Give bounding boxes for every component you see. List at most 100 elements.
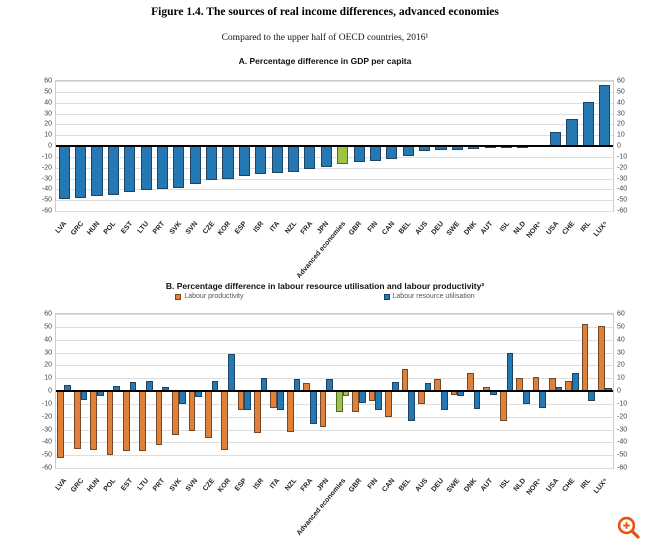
y-axis-tick-label: 30 (44, 110, 52, 117)
gridline (56, 124, 613, 126)
bar-svn-gdp-per-capita (189, 146, 201, 184)
bar-hun-gdp-per-capita (91, 146, 103, 196)
bar-fra-labour-resource-utilisation (309, 391, 317, 425)
bar-svk-labour-resource-utilisation (178, 391, 186, 404)
gridline (56, 135, 613, 137)
figure-subtitle: Compared to the upper half of OECD count… (221, 33, 429, 43)
y-axis-tick-label: 10 (617, 374, 625, 382)
y-axis-tick-label: 40 (617, 336, 625, 344)
bar-irl-labour-resource-utilisation (588, 391, 596, 402)
panel-b-legend: Labour productivity Labour resource utili… (0, 293, 650, 300)
gridline (56, 442, 613, 444)
gridline (56, 455, 613, 457)
bar-gbr-labour-productivity (352, 391, 360, 412)
y-axis-tick-label: 0 (617, 142, 621, 150)
gridline (56, 113, 613, 115)
panel-b-plot-area: -60 -60 -50 -50 -40 -40 -30 -30 -20 -20 -10 -10 0 0 10… (42, 311, 627, 538)
y-axis-tick-label: -10 (617, 400, 628, 408)
y-axis-tick-label: -30 (617, 175, 628, 182)
bar-svk-labour-productivity (172, 391, 179, 435)
y-axis-tick-label: 40 (44, 336, 52, 344)
bar-grc-labour-productivity (73, 391, 81, 449)
bar-bel-labour-productivity (401, 369, 409, 391)
bar-kor-labour-resource-utilisation (228, 353, 235, 391)
y-axis-tick-label: 30 (44, 349, 52, 356)
y-axis-tick-label: 30 (617, 110, 625, 117)
y-axis-tick-label: -20 (617, 413, 628, 421)
bar-usa-gdp-per-capita (550, 131, 562, 146)
bar-fin-gdp-per-capita (369, 146, 381, 162)
legend-swatch-icon (383, 293, 390, 300)
legend-swatch-icon (175, 293, 182, 300)
bar-est-gdp-per-capita (124, 146, 136, 192)
y-axis-tick-label: -50 (41, 196, 52, 204)
bar-gbr-gdp-per-capita (353, 146, 365, 163)
bar-esp-labour-productivity (237, 391, 245, 411)
panel-b-utilisation-productivity: B. Percentage difference in labour resou… (0, 281, 650, 538)
y-axis-tick-label: 50 (44, 88, 52, 96)
bar-dnk-labour-resource-utilisation (473, 391, 481, 409)
y-axis-tick-label: -40 (41, 438, 52, 446)
bar-gbr-labour-resource-utilisation (359, 391, 366, 403)
y-axis-tick-label: -60 (41, 464, 52, 472)
y-axis-tick-label: 20 (44, 120, 52, 128)
y-axis-tick-label: 50 (617, 323, 625, 331)
bar-nzl-labour-productivity (286, 391, 294, 433)
bar-bel-gdp-per-capita (402, 146, 414, 156)
bar-est-labour-productivity (123, 391, 130, 452)
bar-fin-labour-productivity (368, 391, 376, 402)
gridline (56, 339, 613, 341)
bar-grc-labour-resource-utilisation (80, 391, 88, 400)
bar-pol-labour-productivity (106, 391, 114, 456)
y-axis-tick-label: -30 (41, 175, 52, 182)
bar-ltu-gdp-per-capita (140, 146, 152, 191)
y-axis-tick-label: -20 (41, 413, 52, 421)
y-axis-tick-label: 0 (617, 387, 621, 395)
y-axis-tick-label: 60 (617, 310, 625, 318)
y-axis-tick-label: 0 (48, 387, 52, 395)
gridline (56, 365, 613, 367)
bar-can-gdp-per-capita (386, 146, 398, 159)
bar-ita-labour-productivity (270, 391, 278, 408)
y-axis-tick-label: -10 (617, 153, 628, 161)
bar-aus-labour-productivity (417, 391, 425, 404)
bar-irl-labour-productivity (581, 324, 589, 391)
y-axis-tick-label: -30 (617, 426, 628, 433)
y-axis-tick-label: -40 (617, 438, 628, 446)
bar-isr-gdp-per-capita (255, 146, 267, 175)
bar-grc-gdp-per-capita (75, 146, 87, 198)
gridline (56, 429, 613, 431)
zero-axis-line (56, 390, 613, 392)
bar-cze-gdp-per-capita (206, 146, 218, 180)
bar-lux⁵-labour-productivity (598, 325, 605, 391)
bar-ita-labour-resource-utilisation (277, 391, 284, 411)
gridline (56, 91, 613, 93)
gridline (56, 178, 613, 180)
gridline (56, 167, 613, 169)
bar-che-gdp-per-capita (566, 118, 578, 146)
zoom-image-button[interactable] (614, 513, 644, 543)
bar-dnk-labour-productivity (467, 373, 474, 391)
gridline (56, 403, 613, 405)
gridline (56, 416, 613, 418)
bar-lva-gdp-per-capita (58, 146, 70, 200)
y-axis-tick-label: 20 (44, 361, 52, 369)
y-axis-tick-label: 0 (48, 142, 52, 150)
bar-bel-labour-resource-utilisation (408, 391, 415, 421)
figure-title: Figure 1.4. The sources of real income d… (151, 6, 499, 18)
bar-prt-labour-productivity (155, 391, 163, 445)
bar-isl-labour-resource-utilisation (506, 352, 514, 391)
gridline (56, 102, 613, 104)
bar-cze-labour-productivity (204, 391, 212, 439)
y-axis-tick-label: 60 (617, 77, 625, 85)
y-axis-tick-label: -30 (41, 426, 52, 433)
y-axis-tick-label: -50 (617, 196, 628, 204)
bar-svn-labour-productivity (188, 391, 196, 431)
y-axis-tick-label: 40 (617, 99, 625, 107)
y-axis-tick-label: 20 (617, 120, 625, 128)
y-axis-tick-label: -60 (617, 207, 628, 215)
bar-fin-labour-resource-utilisation (375, 391, 383, 411)
y-axis-tick-label: 60 (44, 77, 52, 85)
bar-isl-labour-productivity (499, 391, 507, 421)
panel-a-title: A. Percentage difference in GDP per capi… (238, 56, 412, 66)
